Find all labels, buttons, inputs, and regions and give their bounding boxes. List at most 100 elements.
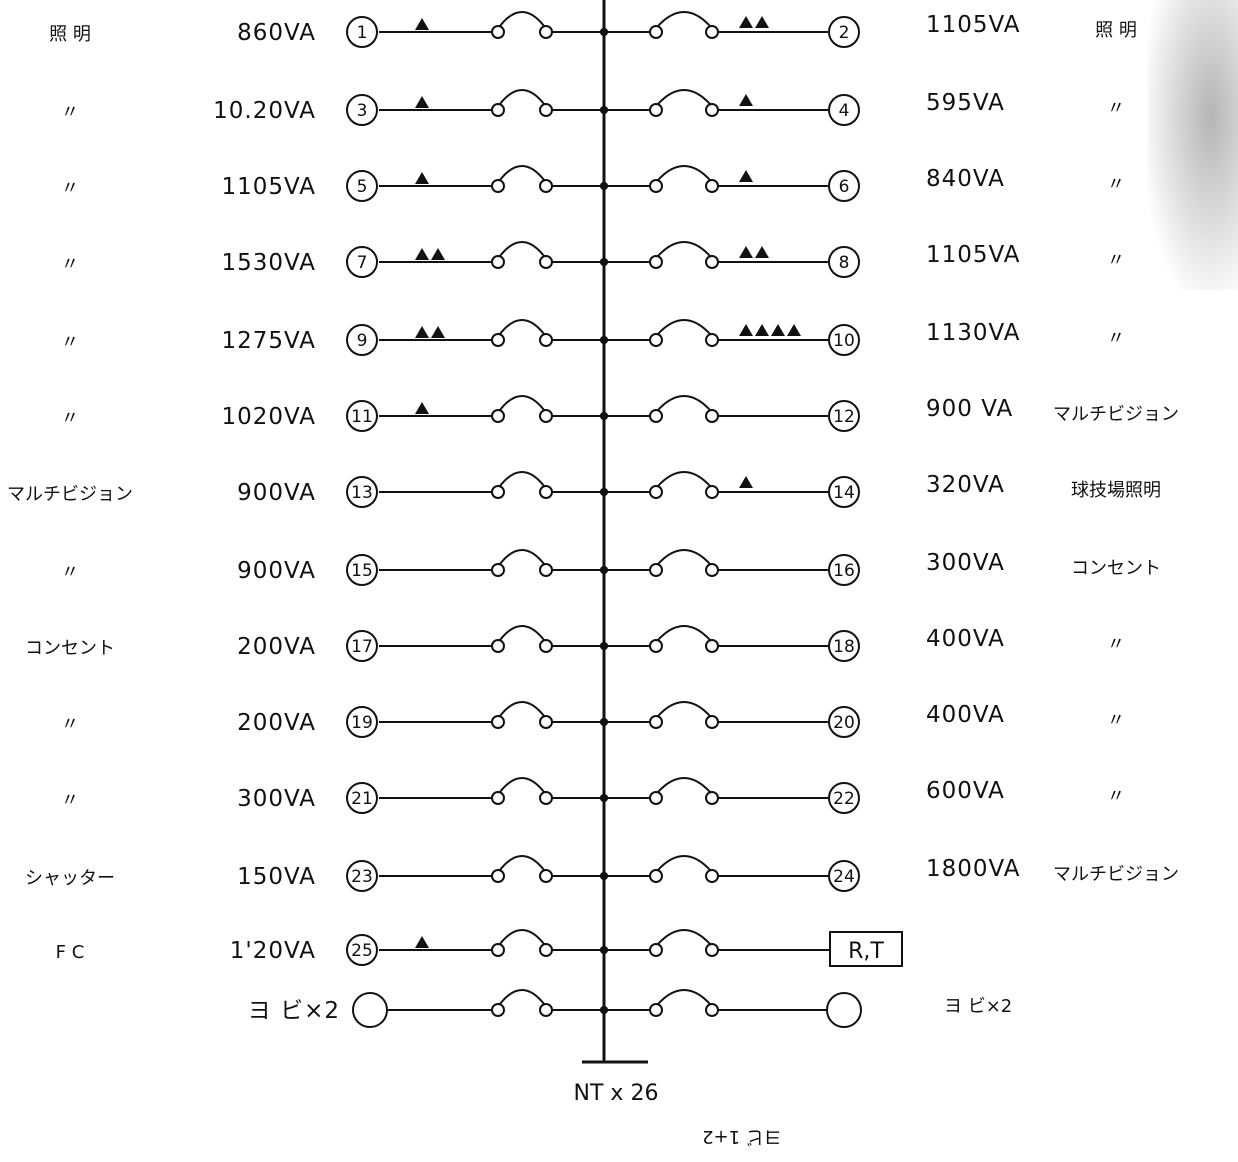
left-circuit-7-va: 1530VA [221,250,316,276]
left-circuit-7-phase-mark-1 [415,248,429,260]
right-circuit-6-va: 840VA [926,166,1005,192]
left-circuit-21-va: 300VA [237,786,316,812]
left-circuit-11-phase-mark-1 [415,402,429,414]
left-circuit-13-breaker-terminal-b [539,485,553,499]
left-circuit-23-breaker-terminal-a [491,869,505,883]
left-circuit-19-number: 19 [351,713,373,733]
right-circuit-10-number: 10 [833,331,855,351]
left-circuit-3-number-circle [346,94,378,126]
right-circuit-4-label: 〃 [1107,98,1125,119]
right-circuit-4-number-circle [828,94,860,126]
right-circuit-10-breaker-terminal-b [705,333,719,347]
left-circuit-3-breaker-terminal-a [491,103,505,117]
left-circuit-1-number: 1 [357,23,368,43]
right-circuit-4-breaker-terminal-b [705,103,719,117]
left-circuit-5-number-circle [346,170,378,202]
left-circuit-11-number-circle [346,400,378,432]
left-circuit-19-va: 200VA [237,710,316,736]
left-circuit-1-breaker-contact-arc [499,11,545,27]
left-circuit-21-breaker-contact-arc [499,777,545,793]
right-circuit-10-breaker-contact-arc [657,319,711,335]
left-circuit-5-va: 1105VA [221,174,316,200]
right-circuit-10-number-circle [828,324,860,356]
right-circuit-6-label: 〃 [1107,174,1125,195]
right-circuit-16-breaker-terminal-a [649,563,663,577]
left-circuit-7-label: 〃 [61,254,79,275]
right-circuit-2-label: 照 明 [1095,20,1137,41]
right-circuit-20-breaker-terminal-b [705,715,719,729]
left-circuit-11-label: 〃 [61,408,79,429]
right-circuit-24-number-circle [828,860,860,892]
right-circuit-RT-box [829,931,903,967]
right-circuit-6-breaker-contact-arc [657,165,711,181]
right-circuit-10-label: 〃 [1107,328,1125,349]
left-circuit-9-phase-mark-2 [431,326,445,338]
right-circuit-10-phase-mark-4 [787,324,801,336]
left-circuit-9-breaker-terminal-a [491,333,505,347]
left-circuit-11-number: 11 [351,407,373,427]
right-circuit-6-phase-mark-1 [739,170,753,182]
left-circuit-21-number-circle [346,782,378,814]
right-circuit-14-breaker-terminal-b [705,485,719,499]
left-circuit-5-label: 〃 [61,178,79,199]
left-circuit-11-va: 1020VA [221,404,316,430]
right-circuit-18-breaker-terminal-b [705,639,719,653]
left-circuit-9-breaker-contact-arc [499,319,545,335]
right-circuit-24-number: 24 [833,867,855,887]
right-circuit-18-number: 18 [833,637,855,657]
right-circuit-22-breaker-terminal-a [649,791,663,805]
left-circuit-9-phase-mark-1 [415,326,429,338]
right-circuit-22-breaker-contact-arc [657,777,711,793]
left-circuit-19-breaker-terminal-b [539,715,553,729]
left-circuit-21-breaker-terminal-b [539,791,553,805]
right-circuit-2-va: 1105VA [926,12,1021,38]
left-circuit-13-breaker-terminal-a [491,485,505,499]
left-circuit-17-va: 200VA [237,634,316,660]
left-circuit-5-phase-mark-1 [415,172,429,184]
left-circuit-7-phase-mark-2 [431,248,445,260]
right-circuit-18-number-circle [828,630,860,662]
left-circuit-19-breaker-terminal-a [491,715,505,729]
left-circuit-3-breaker-terminal-b [539,103,553,117]
right-circuit-22-number-circle [828,782,860,814]
right-circuit-18-label: 〃 [1107,634,1125,655]
left-circuit-23-va: 150VA [237,864,316,890]
right-circuit-16-breaker-contact-arc [657,549,711,565]
right-circuit-RT-breaker-contact-arc [657,929,711,945]
left-circuit-15-breaker-terminal-b [539,563,553,577]
left-circuit-15-breaker-contact-arc [499,549,545,565]
right-circuit-RT-box-label: R,T [848,939,884,964]
left-circuit-23-breaker-terminal-b [539,869,553,883]
left-circuit-25-phase-mark-1 [415,936,429,948]
left-circuit-11-breaker-terminal-a [491,409,505,423]
right-circuit-24-breaker-terminal-b [705,869,719,883]
left-circuit-21-breaker-terminal-a [491,791,505,805]
right-circuit-22-breaker-terminal-b [705,791,719,805]
right-circuit-16-number: 16 [833,561,855,581]
right-circuit-2-number: 2 [839,23,850,43]
left-circuit-5-breaker-terminal-a [491,179,505,193]
right-circuit-24-label: マルチビジョン [1053,864,1179,885]
right-circuit-10-phase-mark-2 [755,324,769,336]
right-circuit-2-breaker-terminal-b [705,25,719,39]
left-circuit-17-breaker-terminal-a [491,639,505,653]
nt-count-label: NT x 26 [574,1081,659,1106]
right-circuit-18-breaker-terminal-a [649,639,663,653]
right-circuit-14-label: 球技場照明 [1071,480,1161,501]
left-circuit-13-number: 13 [351,483,373,503]
left-circuit-1-phase-mark-1 [415,18,429,30]
right-circuit-8-breaker-terminal-a [649,255,663,269]
right-circuit-22-label: 〃 [1107,786,1125,807]
left-circuit-15-breaker-terminal-a [491,563,505,577]
left-circuit-25-number-circle [346,934,378,966]
right-circuit-24-breaker-contact-arc [657,855,711,871]
left-circuit-17-number-circle [346,630,378,662]
left-circuit-17-breaker-terminal-b [539,639,553,653]
left-circuit-7-breaker-terminal-b [539,255,553,269]
right-circuit-20-number-circle [828,706,860,738]
right-circuit-spare-number-circle [826,992,862,1028]
left-circuit-17-number: 17 [351,637,373,657]
right-circuit-20-label: 〃 [1107,710,1125,731]
left-circuit-25-number: 25 [351,941,373,961]
